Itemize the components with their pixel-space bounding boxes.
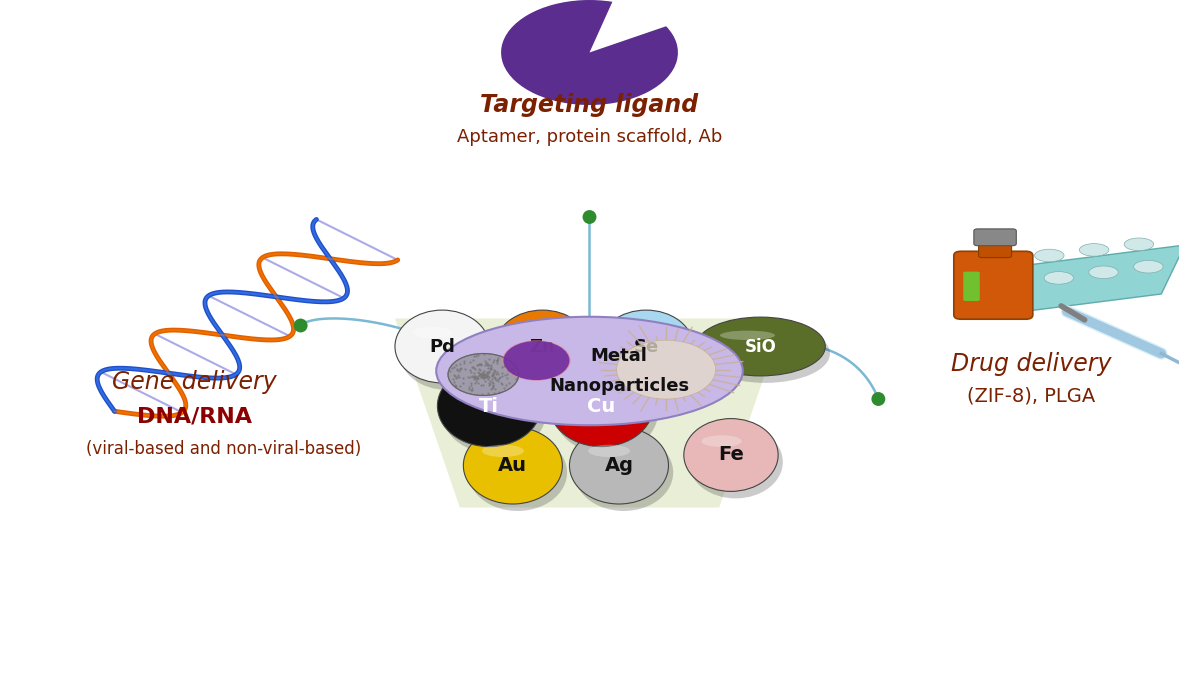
Ellipse shape bbox=[684, 419, 778, 491]
Text: Ti: Ti bbox=[480, 396, 499, 416]
FancyBboxPatch shape bbox=[974, 229, 1016, 246]
Point bbox=[580, 211, 599, 223]
Text: Nanoparticles: Nanoparticles bbox=[549, 377, 689, 395]
Point bbox=[291, 320, 310, 331]
Ellipse shape bbox=[456, 384, 501, 397]
Text: Au: Au bbox=[499, 456, 527, 475]
Ellipse shape bbox=[437, 365, 541, 447]
Ellipse shape bbox=[502, 340, 571, 381]
Ellipse shape bbox=[549, 365, 653, 447]
Circle shape bbox=[503, 341, 569, 380]
Ellipse shape bbox=[689, 426, 783, 498]
Ellipse shape bbox=[400, 317, 494, 390]
Text: SiO: SiO bbox=[744, 337, 777, 356]
Ellipse shape bbox=[588, 444, 630, 457]
Circle shape bbox=[617, 340, 716, 399]
Text: Se: Se bbox=[633, 337, 659, 356]
Ellipse shape bbox=[700, 324, 830, 383]
Ellipse shape bbox=[1088, 266, 1118, 279]
Ellipse shape bbox=[604, 317, 698, 390]
Text: Cu: Cu bbox=[587, 396, 615, 416]
Text: Aptamer, protein scaffold, Ab: Aptamer, protein scaffold, Ab bbox=[456, 127, 723, 146]
Text: Zn: Zn bbox=[529, 337, 555, 356]
Ellipse shape bbox=[413, 327, 453, 339]
Ellipse shape bbox=[568, 384, 613, 397]
Ellipse shape bbox=[436, 316, 743, 425]
Polygon shape bbox=[395, 318, 784, 508]
Ellipse shape bbox=[554, 372, 658, 454]
Text: Targeting ligand: Targeting ligand bbox=[480, 93, 699, 117]
Ellipse shape bbox=[513, 327, 553, 339]
Point bbox=[869, 393, 888, 405]
Text: (viral-based and non-viral-based): (viral-based and non-viral-based) bbox=[86, 440, 362, 458]
Text: DNA/RNA: DNA/RNA bbox=[137, 407, 252, 426]
Ellipse shape bbox=[569, 427, 668, 504]
FancyBboxPatch shape bbox=[979, 239, 1012, 258]
Wedge shape bbox=[501, 0, 678, 105]
Ellipse shape bbox=[1133, 260, 1162, 273]
Ellipse shape bbox=[720, 330, 775, 340]
Ellipse shape bbox=[1043, 272, 1073, 284]
Text: Metal: Metal bbox=[591, 346, 647, 365]
Ellipse shape bbox=[442, 372, 546, 454]
Ellipse shape bbox=[1034, 249, 1063, 262]
Ellipse shape bbox=[463, 427, 562, 504]
Ellipse shape bbox=[702, 435, 742, 447]
Ellipse shape bbox=[1124, 238, 1153, 251]
Ellipse shape bbox=[574, 434, 673, 511]
Ellipse shape bbox=[617, 327, 657, 339]
Text: Gene delivery: Gene delivery bbox=[112, 370, 277, 393]
Text: (ZIF-8), PLGA: (ZIF-8), PLGA bbox=[968, 386, 1095, 405]
Ellipse shape bbox=[468, 434, 567, 511]
Polygon shape bbox=[996, 245, 1179, 315]
Text: Fe: Fe bbox=[718, 445, 744, 465]
Ellipse shape bbox=[696, 317, 825, 376]
Ellipse shape bbox=[500, 317, 594, 390]
Text: Ag: Ag bbox=[605, 456, 633, 475]
Text: Drug delivery: Drug delivery bbox=[951, 352, 1112, 376]
Ellipse shape bbox=[482, 444, 523, 457]
Ellipse shape bbox=[495, 310, 590, 383]
Ellipse shape bbox=[1079, 244, 1108, 256]
Ellipse shape bbox=[395, 310, 489, 383]
Text: Pd: Pd bbox=[429, 337, 455, 356]
Circle shape bbox=[448, 354, 519, 395]
Ellipse shape bbox=[599, 310, 693, 383]
FancyBboxPatch shape bbox=[954, 251, 1033, 319]
FancyBboxPatch shape bbox=[963, 272, 980, 301]
